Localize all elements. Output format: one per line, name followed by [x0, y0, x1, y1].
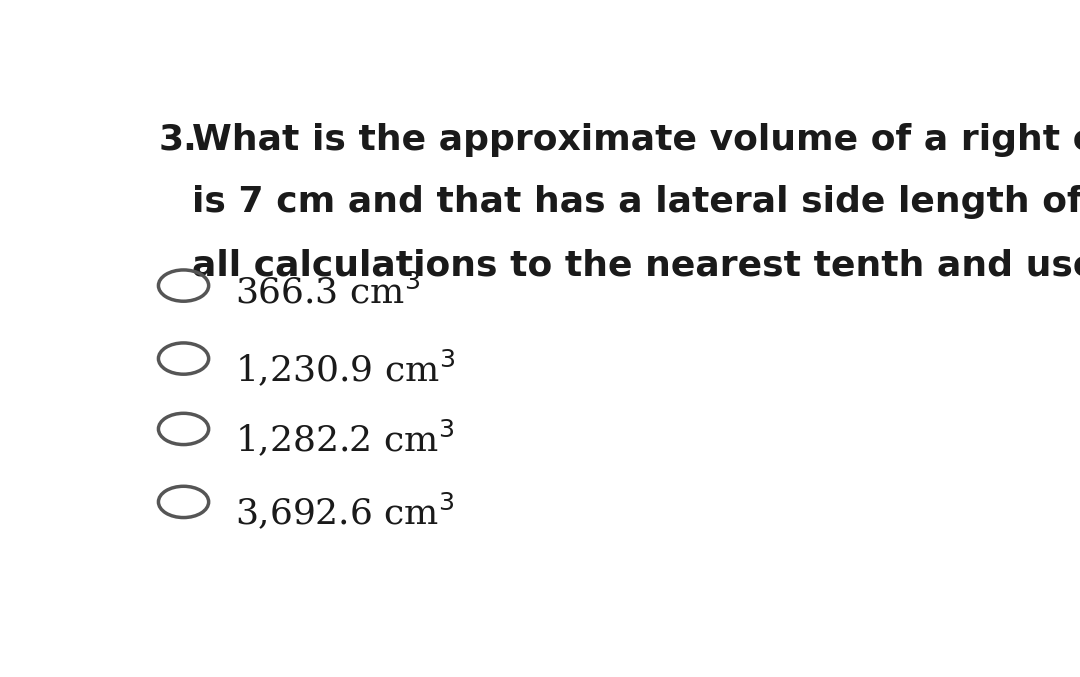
Text: all calculations to the nearest tenth and use 3.14 for π.: all calculations to the nearest tenth an…	[192, 248, 1080, 282]
Text: 1,230.9 cm$^3$: 1,230.9 cm$^3$	[235, 347, 456, 388]
Text: 3,692.6 cm$^3$: 3,692.6 cm$^3$	[235, 490, 455, 531]
Text: 1,282.2 cm$^3$: 1,282.2 cm$^3$	[235, 418, 455, 458]
Text: 3.: 3.	[159, 123, 198, 157]
Text: What is the approximate volume of a right cone whose radius: What is the approximate volume of a righ…	[192, 123, 1080, 157]
Text: 366.3 cm$^3$: 366.3 cm$^3$	[235, 274, 420, 310]
Text: is 7 cm and that has a lateral side length of 25 cm? Round: is 7 cm and that has a lateral side leng…	[192, 185, 1080, 219]
